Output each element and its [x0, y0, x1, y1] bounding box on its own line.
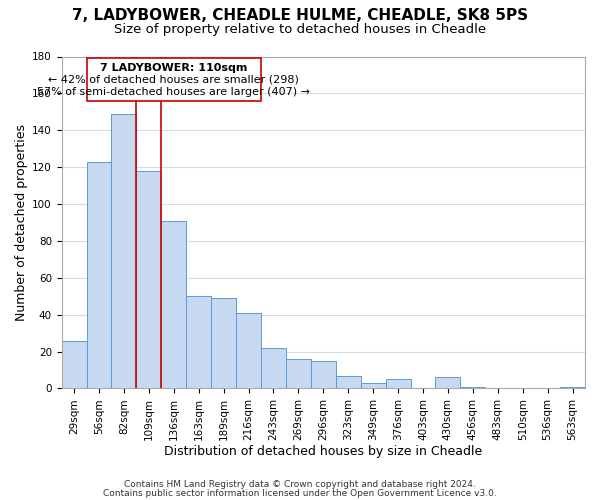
FancyBboxPatch shape — [86, 58, 261, 101]
Text: Size of property relative to detached houses in Cheadle: Size of property relative to detached ho… — [114, 22, 486, 36]
Text: ← 42% of detached houses are smaller (298): ← 42% of detached houses are smaller (29… — [49, 75, 299, 85]
Bar — [436, 378, 460, 388]
Bar — [161, 220, 186, 388]
Bar — [112, 114, 136, 388]
Bar — [236, 313, 261, 388]
Bar — [136, 171, 161, 388]
Bar — [286, 359, 311, 388]
Bar — [460, 386, 485, 388]
Bar — [86, 162, 112, 388]
Y-axis label: Number of detached properties: Number of detached properties — [15, 124, 28, 321]
Text: Contains HM Land Registry data © Crown copyright and database right 2024.: Contains HM Land Registry data © Crown c… — [124, 480, 476, 489]
Bar — [311, 361, 336, 388]
X-axis label: Distribution of detached houses by size in Cheadle: Distribution of detached houses by size … — [164, 444, 482, 458]
Text: Contains public sector information licensed under the Open Government Licence v3: Contains public sector information licen… — [103, 488, 497, 498]
Bar — [560, 386, 585, 388]
Bar — [186, 296, 211, 388]
Text: 57% of semi-detached houses are larger (407) →: 57% of semi-detached houses are larger (… — [37, 87, 310, 97]
Bar — [336, 376, 361, 388]
Text: 7 LADYBOWER: 110sqm: 7 LADYBOWER: 110sqm — [100, 63, 247, 73]
Bar — [211, 298, 236, 388]
Bar — [386, 380, 410, 388]
Text: 7, LADYBOWER, CHEADLE HULME, CHEADLE, SK8 5PS: 7, LADYBOWER, CHEADLE HULME, CHEADLE, SK… — [72, 8, 528, 22]
Bar — [62, 340, 86, 388]
Bar — [261, 348, 286, 389]
Bar — [361, 383, 386, 388]
